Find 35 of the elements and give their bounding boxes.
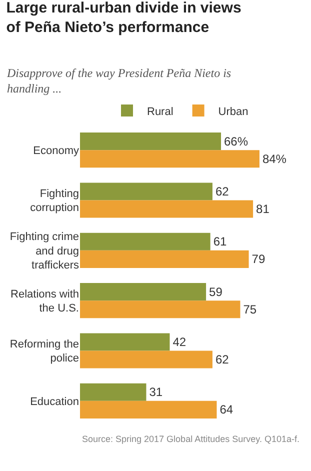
data-label: 62 — [215, 184, 230, 198]
bar — [80, 333, 170, 351]
chart-subtitle: Disapprove of the way President Peña Nieto is handling ... — [6, 66, 232, 96]
data-label: 31 — [149, 385, 163, 400]
y-tick-label: Fighting corruption — [30, 188, 79, 214]
data-label: 75 — [243, 302, 257, 316]
bar — [80, 150, 260, 168]
bar — [80, 383, 146, 401]
bar — [80, 350, 212, 368]
data-label: 42 — [172, 334, 186, 349]
bar — [80, 132, 222, 150]
data-label: 62 — [215, 352, 230, 367]
bar — [80, 283, 206, 301]
y-tick-label: Economy — [33, 144, 80, 157]
data-label: 81 — [256, 202, 270, 216]
y-tick-label: Education — [30, 396, 79, 408]
y-tick-label: Fighting crime and drug traffickers — [10, 230, 80, 272]
data-label: 79 — [252, 252, 266, 266]
bar — [80, 182, 212, 200]
y-tick-label: Relations with the U.S. — [10, 288, 79, 315]
source-note: Source: Spring 2017 Global Attitudes Survey. Q101a-f. — [82, 434, 300, 444]
data-label: 66% — [224, 134, 248, 148]
y-tick-label: Reforming the police — [10, 338, 79, 365]
legend-label: Rural — [147, 106, 174, 118]
bar — [80, 232, 210, 250]
data-label: 61 — [213, 234, 228, 249]
bar — [80, 200, 254, 218]
bar — [80, 400, 217, 418]
data-label: 84% — [262, 152, 287, 166]
bar — [80, 300, 240, 318]
bar — [80, 250, 249, 268]
chart-title: Large rural-urban divide in views of Peña Nieto’s performance — [6, 0, 242, 36]
data-label: 64 — [220, 402, 234, 417]
legend-label: Urban — [218, 106, 248, 118]
data-label: 59 — [209, 284, 223, 299]
